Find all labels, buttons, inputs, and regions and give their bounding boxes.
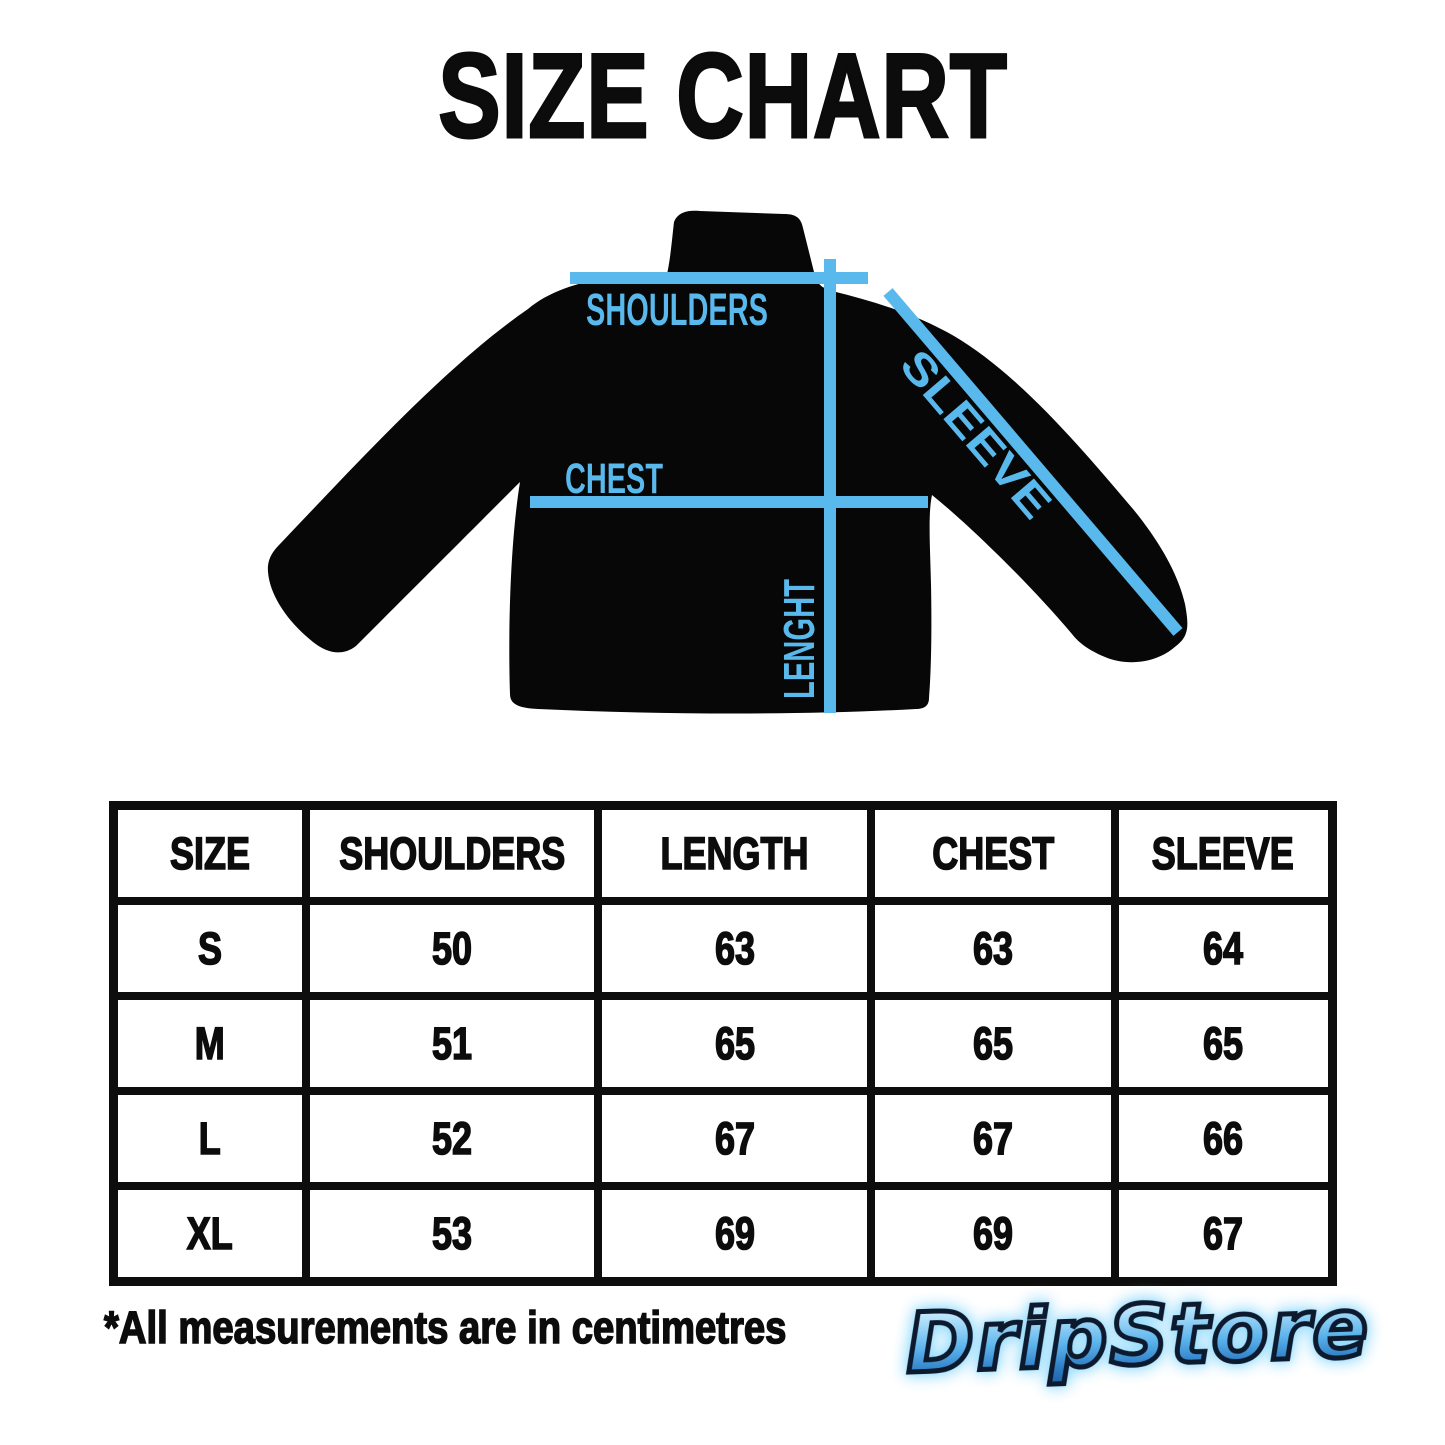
cell-value: 67 — [1203, 1207, 1244, 1260]
size-cell: XL — [109, 1182, 310, 1286]
length-cell: 63 — [594, 897, 876, 1000]
shoulders-cell: 53 — [301, 1182, 603, 1286]
shoulders-cell: 51 — [301, 992, 603, 1095]
length-cell: 69 — [594, 1182, 876, 1286]
cell-value: 65 — [1203, 1017, 1244, 1070]
shoulders-cell: 50 — [301, 897, 603, 1000]
chest-cell: 69 — [867, 1182, 1119, 1286]
measurements-note: *All measurements are in centimetres — [103, 1292, 907, 1354]
column-header-length: LENGTH — [594, 801, 876, 905]
shoulders-cell: 52 — [301, 1087, 603, 1190]
chest-label: CHEST — [565, 455, 663, 503]
table-row-l: L 52 67 67 66 — [109, 1087, 1337, 1190]
chest-cell: 63 — [867, 897, 1119, 1000]
sleeve-cell: 65 — [1110, 992, 1337, 1095]
cell-value: 63 — [714, 922, 755, 975]
chest-cell: 65 — [867, 992, 1119, 1095]
length-cell: 65 — [594, 992, 876, 1095]
table-row-s: S 50 63 63 64 — [109, 897, 1337, 1000]
dripstore-logo: DripStore — [902, 1278, 1374, 1394]
column-header-chest-text: CHEST — [931, 827, 1055, 880]
column-header-length-text: LENGTH — [660, 827, 809, 880]
column-header-size-text: SIZE — [169, 827, 250, 880]
header-row: SIZE SHOULDERS LENGTH CHEST SLEEVE — [109, 801, 1337, 905]
chest-cell: 67 — [867, 1087, 1119, 1190]
cell-value: 64 — [1203, 922, 1244, 975]
cell-value: 52 — [431, 1112, 472, 1165]
cell-value: M — [194, 1017, 225, 1070]
sleeve-cell: 67 — [1110, 1182, 1337, 1286]
sleeve-cell: 66 — [1110, 1087, 1337, 1190]
cell-value: 65 — [972, 1017, 1014, 1070]
cell-value: 63 — [972, 922, 1014, 975]
cell-value: 51 — [431, 1017, 472, 1070]
page-title-text: SIZE CHART — [437, 29, 1008, 163]
cell-value: S — [197, 922, 222, 975]
size-cell: M — [109, 992, 310, 1095]
shoulders-label: SHOULDERS — [586, 284, 768, 335]
cell-value: 67 — [714, 1112, 755, 1165]
sleeve-cell: 64 — [1110, 897, 1337, 1000]
jacket-silhouette — [267, 210, 1187, 714]
cell-value: 50 — [431, 922, 472, 975]
cell-value: 69 — [714, 1207, 755, 1260]
cell-value: 66 — [1203, 1112, 1244, 1165]
footer: *All measurements are in centimetres Dri… — [103, 1278, 1375, 1394]
table-row-xl: XL 53 69 69 67 — [109, 1182, 1337, 1286]
column-header-shoulders: SHOULDERS — [301, 801, 603, 905]
column-header-sleeve-text: SLEEVE — [1152, 827, 1295, 880]
table-row-m: M 51 65 65 65 — [109, 992, 1337, 1095]
column-header-size: SIZE — [109, 801, 310, 905]
size-cell: L — [109, 1087, 310, 1190]
length-label: LENGHT — [775, 579, 824, 699]
column-header-sleeve: SLEEVE — [1110, 801, 1337, 905]
cell-value: L — [198, 1112, 221, 1165]
cell-value: 65 — [714, 1017, 755, 1070]
column-header-chest: CHEST — [867, 801, 1119, 905]
cell-value: XL — [186, 1207, 233, 1260]
sleeve-line — [882, 288, 1183, 636]
length-cell: 67 — [594, 1087, 876, 1190]
size-cell: S — [109, 897, 310, 1000]
jacket-diagram: SHOULDERS SLEEVE CHEST LENGHT — [267, 210, 1187, 714]
cell-value: 69 — [972, 1207, 1014, 1260]
cell-value: 53 — [431, 1207, 472, 1260]
column-header-shoulders-text: SHOULDERS — [338, 827, 565, 880]
cell-value: 67 — [972, 1112, 1014, 1165]
measurements-note-text: *All measurements are in centimetres — [103, 1301, 787, 1354]
page-title: SIZE CHART — [0, 0, 1445, 163]
size-table: SIZE SHOULDERS LENGTH CHEST SLEEVE S 50 … — [108, 801, 1337, 1286]
